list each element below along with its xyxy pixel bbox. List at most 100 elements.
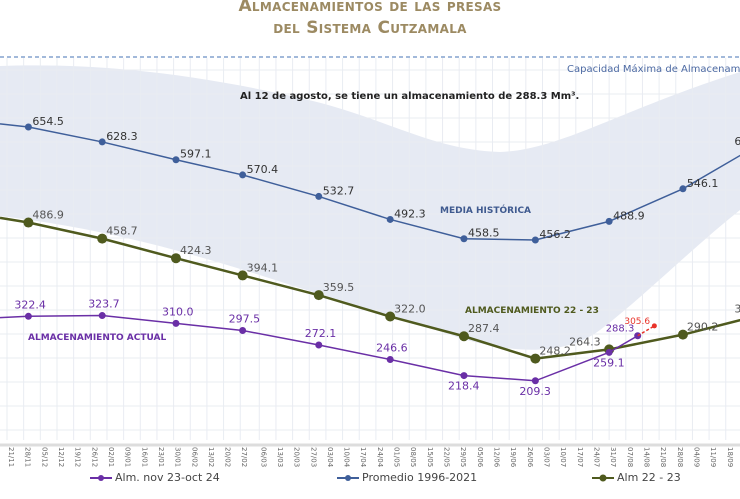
- data-point: [605, 217, 613, 225]
- data-point: [458, 331, 469, 342]
- data-point: [385, 311, 396, 322]
- series-inline-label: ALMACENAMIENTO 22 - 23: [465, 306, 599, 316]
- x-tick-label: 05/12: [40, 447, 48, 467]
- x-tick-label: 30/01: [174, 447, 182, 467]
- data-point: [651, 323, 657, 329]
- data-label: 288.3: [606, 324, 635, 335]
- data-point: [315, 341, 323, 349]
- legend-label-22-23: Alm 22 - 23: [617, 471, 681, 484]
- data-label: 486.9: [32, 209, 64, 222]
- x-tick-label: 12/06: [493, 447, 501, 468]
- legend-marker-22-23: [592, 474, 614, 481]
- x-tick-label: 27/02: [240, 447, 248, 467]
- x-tick-label: 07/08: [626, 447, 634, 467]
- x-tick-label: 19/06: [509, 447, 517, 468]
- x-tick-label: 11/09: [709, 447, 717, 467]
- legend-item-actual: Alm. nov 23-oct 24: [90, 471, 220, 484]
- data-point: [239, 171, 247, 179]
- legend-item-promedio: Promedio 1996-2021: [337, 471, 477, 484]
- data-point: [531, 377, 539, 385]
- data-label: 458.5: [468, 227, 500, 240]
- x-tick-label: 21/11: [7, 447, 15, 467]
- data-label: 310.0: [162, 305, 194, 318]
- series-inline-label: ALMACENAMIENTO ACTUAL: [28, 333, 166, 343]
- legend-marker-promedio: [337, 474, 359, 481]
- data-point: [98, 312, 106, 320]
- x-tick-label: 03/04: [326, 447, 334, 468]
- x-tick-label: 22/05: [443, 447, 451, 467]
- x-tick-label: 26/06: [526, 447, 534, 468]
- x-tick-label: 13/02: [207, 447, 215, 467]
- x-tick-label: 14/08: [642, 447, 650, 467]
- legend-item-22-23: Alm 22 - 23: [592, 471, 681, 484]
- data-label: 287.4: [468, 322, 500, 335]
- data-label: 394.1: [247, 261, 279, 274]
- x-tick-label: 24/07: [592, 447, 600, 467]
- x-tick-label: 16/01: [140, 447, 148, 467]
- capacity-label: Capacidad Máxima de Almacenamiento: [567, 63, 740, 75]
- data-point: [237, 270, 248, 281]
- x-tick-label: 23/01: [157, 447, 165, 467]
- data-label: 597.1: [180, 148, 212, 161]
- x-tick-label: 17/04: [359, 447, 367, 468]
- data-point: [531, 236, 539, 244]
- x-tick-label: 08/05: [409, 447, 417, 467]
- data-label: 424.3: [180, 244, 212, 257]
- x-tick-label: 29/05: [459, 447, 467, 467]
- data-point: [23, 217, 34, 228]
- data-label: 246.6: [376, 342, 408, 355]
- data-label: 619.: [734, 135, 740, 148]
- x-tick-label: 20/03: [293, 447, 301, 467]
- series-line: [0, 216, 740, 360]
- data-label: 570.4: [247, 163, 279, 176]
- x-tick-label: 21/08: [659, 447, 667, 467]
- x-tick-label: 04/09: [692, 447, 700, 467]
- x-tick-label: 05/06: [476, 447, 484, 468]
- legend-label-actual: Alm. nov 23-oct 24: [115, 471, 220, 484]
- chart-title-line2: del Sistema Cutzamala: [273, 18, 467, 38]
- x-tick-label: 26/12: [90, 447, 98, 467]
- x-tick-label: 12/12: [57, 447, 65, 467]
- data-label: 488.9: [613, 209, 645, 222]
- data-label: 322.0: [394, 303, 426, 316]
- series-line: [0, 123, 740, 241]
- data-point: [98, 138, 106, 146]
- legend-marker-actual: [90, 474, 112, 481]
- legend-label-promedio: Promedio 1996-2021: [362, 471, 478, 484]
- x-tick-label: 27/03: [309, 447, 317, 467]
- x-tick-label: 20/02: [224, 447, 232, 467]
- x-tick-label: 13/03: [276, 447, 284, 467]
- data-point: [97, 233, 108, 244]
- data-point: [530, 353, 541, 364]
- data-label: 264.3: [569, 335, 601, 348]
- series-inline-label: MEDIA HISTÓRICA: [440, 204, 531, 216]
- data-point: [24, 123, 32, 131]
- x-tick-label: 28/11: [24, 447, 32, 467]
- data-point: [315, 192, 323, 200]
- data-point: [313, 290, 324, 301]
- data-label: 628.3: [106, 130, 138, 143]
- data-point: [677, 329, 688, 340]
- x-tick-label: 02/01: [107, 447, 115, 467]
- data-point: [386, 215, 394, 223]
- data-point: [679, 185, 687, 193]
- data-label: 654.5: [32, 115, 64, 128]
- data-point: [239, 326, 247, 334]
- data-point: [24, 312, 32, 320]
- x-tick-label: 28/08: [676, 447, 684, 467]
- data-label: 248.2: [539, 345, 571, 358]
- data-label: 3: [734, 303, 740, 316]
- x-tick-label: 17/07: [576, 447, 584, 467]
- data-label: 297.5: [229, 312, 261, 325]
- x-tick-label: 10/07: [559, 447, 567, 467]
- data-point: [172, 156, 180, 164]
- series-line: [637, 325, 655, 337]
- x-tick-label: 06/02: [190, 447, 198, 467]
- data-label: 209.3: [519, 385, 551, 398]
- data-label: 272.1: [305, 327, 337, 340]
- data-point: [172, 319, 180, 327]
- x-tick-label: 31/07: [609, 447, 617, 467]
- x-tick-label: 03/07: [543, 447, 551, 467]
- data-point: [386, 356, 394, 364]
